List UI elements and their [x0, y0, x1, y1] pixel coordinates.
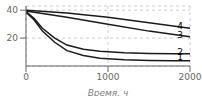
- svg-text:3: 3: [177, 29, 183, 40]
- svg-text:40: 40: [8, 5, 18, 15]
- svg-text:0: 0: [23, 72, 29, 82]
- svg-text:1: 1: [177, 52, 183, 63]
- svg-text:2000: 2000: [179, 72, 194, 82]
- svg-text:2: 2: [177, 47, 183, 57]
- svg-text:20: 20: [8, 33, 18, 43]
- svg-text:Время, ч: Время, ч: [88, 88, 129, 96]
- svg-text:4: 4: [177, 21, 183, 31]
- svg-text:1000: 1000: [97, 72, 120, 82]
